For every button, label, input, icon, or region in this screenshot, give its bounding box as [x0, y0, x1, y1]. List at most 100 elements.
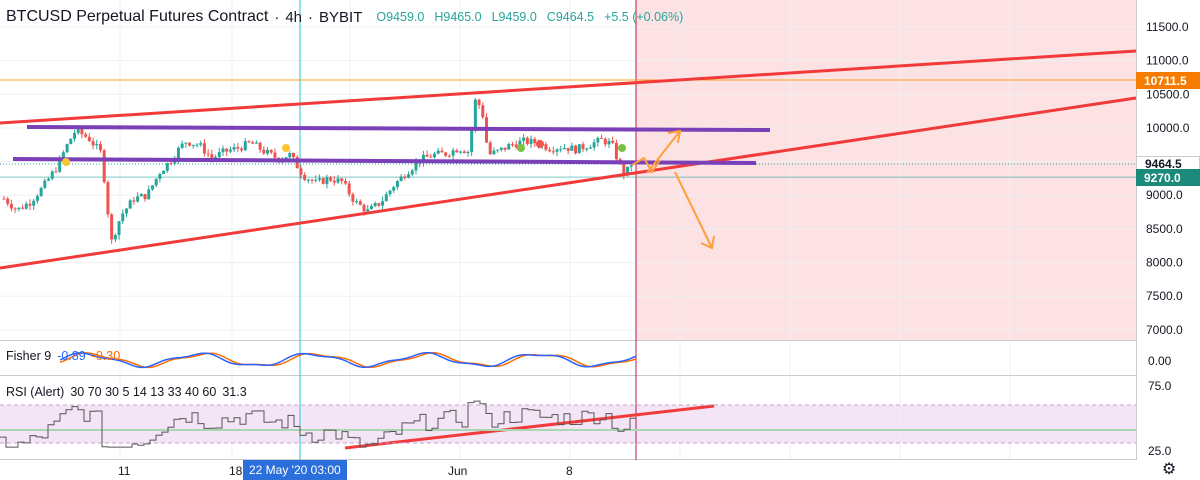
candle-body	[35, 196, 39, 201]
candle-body	[544, 144, 548, 150]
candle-body	[128, 200, 132, 209]
price-tick: 10500.0	[1146, 87, 1190, 101]
rsi-name[interactable]: RSI (Alert)	[6, 385, 65, 399]
rsi-value: 31.3	[222, 385, 247, 399]
candle-body	[332, 180, 336, 183]
projection-zigzag[interactable]	[631, 156, 661, 174]
candle-body	[351, 194, 355, 202]
candle-body	[588, 147, 592, 149]
candle-body	[522, 137, 526, 141]
time-tick: 11	[118, 464, 131, 478]
lower-trendline[interactable]	[0, 96, 1137, 270]
rsi-trendline[interactable]	[344, 404, 715, 450]
candle-body	[169, 163, 173, 165]
candle-body	[455, 150, 459, 153]
candle-body	[533, 138, 537, 144]
price-tick: 11000.0	[1146, 54, 1189, 68]
ohlc-values: O9459.0 H9465.0 L9459.0 C9464.5 +5.5 (+0…	[376, 10, 683, 24]
price-tick: 8500.0	[1146, 222, 1183, 236]
time-tick: Jun	[448, 464, 467, 478]
candle-body	[343, 181, 347, 184]
candle-body	[165, 163, 169, 171]
candle-body	[206, 153, 210, 155]
candle-body	[358, 201, 362, 205]
candle-body	[510, 144, 514, 146]
candle-body	[199, 143, 203, 145]
symbol-title[interactable]: BTCUSD Perpetual Futures Contract	[6, 8, 269, 25]
channel-top[interactable]	[26, 125, 771, 132]
candle-body	[84, 134, 88, 137]
candle-body	[299, 168, 303, 175]
candle-body	[477, 99, 481, 106]
candle-body	[91, 141, 95, 146]
rsi-axis-tick-75: 75.0	[1148, 379, 1172, 393]
chart-legend[interactable]: BTCUSD Perpetual Futures Contract · 4h ·…	[6, 6, 683, 28]
candle-body	[28, 203, 32, 206]
candle-body	[154, 178, 158, 186]
candle-body	[492, 150, 496, 155]
projection-arrow-up[interactable]	[646, 130, 681, 174]
price-tick: 11500.0	[1146, 20, 1189, 34]
candle-body	[585, 148, 589, 150]
candle-body	[366, 209, 370, 212]
candle-body	[184, 142, 188, 144]
candle-body	[395, 181, 399, 188]
drawings[interactable]	[0, 49, 1137, 450]
projection-arrow-down[interactable]	[674, 171, 713, 249]
candle-body	[102, 150, 106, 183]
rsi-legend[interactable]: RSI (Alert) 30 70 30 5 14 13 33 40 60 31…	[6, 385, 247, 399]
projection-arrow-down-head	[700, 235, 715, 250]
candle-body	[266, 150, 270, 154]
crosshair-time-label: 22 May '20 03:00	[243, 460, 347, 480]
candle-body	[507, 144, 511, 150]
time-tick: 18	[229, 464, 243, 478]
candle-body	[47, 178, 51, 181]
future-zone	[636, 0, 1136, 340]
candle-body	[410, 170, 414, 175]
price-tick: 9000.0	[1146, 188, 1183, 202]
candle-body	[247, 141, 251, 143]
candle-body	[284, 157, 288, 159]
candle-body	[347, 183, 351, 195]
candle-body	[17, 207, 21, 210]
candle-body	[217, 152, 221, 158]
interval-label[interactable]: 4h	[285, 8, 303, 26]
fisher-value-1: -0.89	[57, 349, 86, 363]
candle-body	[139, 194, 143, 197]
candle-body	[87, 136, 91, 142]
candle-body	[254, 142, 258, 144]
candle-body	[600, 137, 604, 139]
candle-body	[373, 203, 377, 206]
fisher-name[interactable]: Fisher 9	[6, 349, 52, 363]
candle-body	[514, 144, 518, 148]
change-value: +5.5 (+0.06%)	[604, 10, 684, 24]
candle-body	[559, 149, 563, 151]
candle-body	[9, 203, 13, 209]
candle-body	[113, 235, 117, 240]
candle-body	[80, 128, 84, 135]
candle-body	[603, 138, 607, 145]
candle-body	[21, 207, 25, 209]
candle-body	[273, 152, 277, 158]
upper-trendline[interactable]	[0, 49, 1137, 125]
gear-icon[interactable]: ⚙	[1161, 461, 1177, 478]
separator: ·	[274, 8, 280, 26]
candle-body	[459, 151, 463, 153]
price-axis[interactable]: 11500.011000.010500.010000.09500.09000.0…	[1146, 20, 1190, 337]
fisher-axis-tick: 0.00	[1148, 354, 1172, 368]
channel-bottom[interactable]	[12, 157, 757, 165]
candle-body	[369, 205, 373, 210]
candle-body	[262, 149, 266, 154]
candle-body	[136, 196, 140, 202]
candle-body	[429, 156, 433, 158]
candle-body	[340, 178, 344, 182]
candle-body	[433, 153, 437, 158]
candle-body	[440, 150, 444, 153]
price-tick: 7500.0	[1146, 289, 1183, 303]
candle-body	[399, 176, 403, 182]
candle-body	[614, 142, 618, 160]
fisher-legend[interactable]: Fisher 9 -0.89 -0.30	[6, 349, 120, 363]
candle-body	[240, 148, 244, 151]
rsi-line	[0, 400, 636, 448]
